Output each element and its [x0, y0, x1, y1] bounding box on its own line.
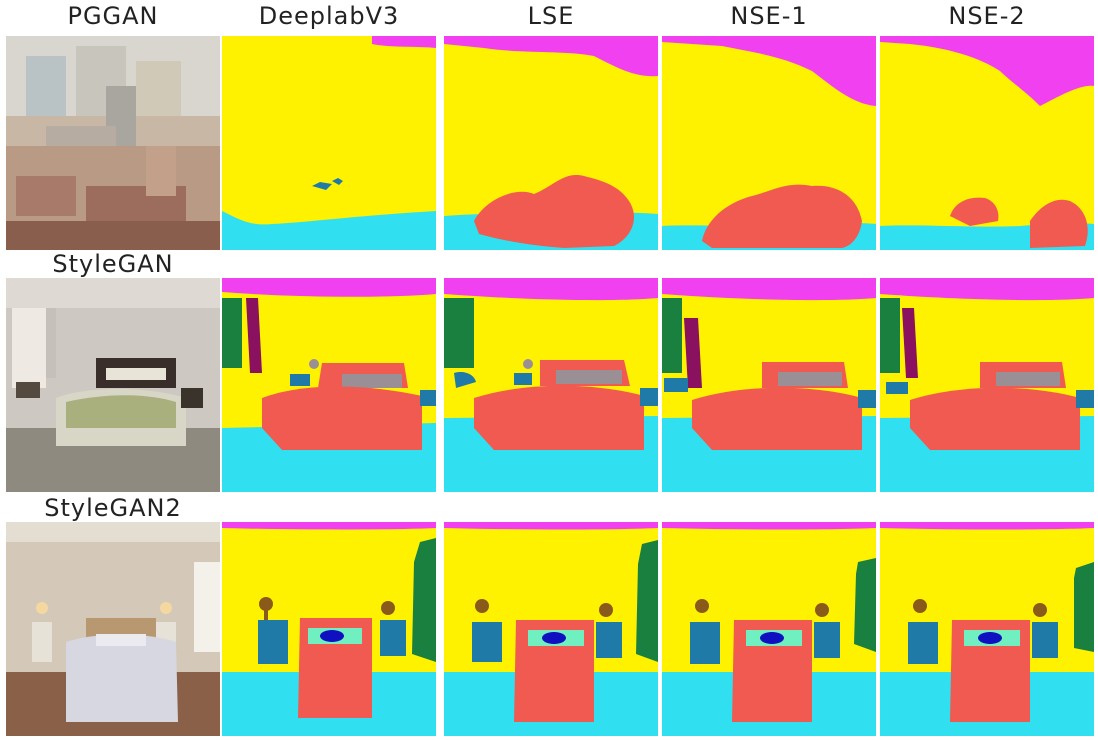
segmap-stylegan-nse-1 — [662, 278, 876, 492]
column-header-nse-2: NSE-2 — [948, 2, 1026, 30]
column-header-deeplabv3: DeeplabV3 — [258, 2, 400, 30]
segmap-stylegan2-deeplabv3 — [222, 522, 436, 736]
photo-stylegan2-bedroom — [6, 522, 220, 736]
row-label-stylegan2: StyleGAN2 — [44, 494, 182, 522]
segmap-stylegan-deeplabv3 — [222, 278, 436, 492]
segmap-pggan-lse — [444, 36, 658, 250]
segmap-stylegan2-lse — [444, 522, 658, 736]
segmap-stylegan-lse — [444, 278, 658, 492]
segmap-stylegan2-nse-1 — [662, 522, 876, 736]
segmap-stylegan2-nse-2 — [880, 522, 1094, 736]
segmap-pggan-deeplabv3 — [222, 36, 436, 250]
segmap-pggan-nse-2 — [880, 36, 1094, 250]
column-header-lse: LSE — [527, 2, 575, 30]
segmap-pggan-nse-1 — [662, 36, 876, 250]
row-label-stylegan: StyleGAN — [52, 250, 174, 278]
column-header-pggan: PGGAN — [67, 2, 159, 30]
photo-stylegan-bedroom — [6, 278, 220, 492]
photo-pggan-room — [6, 36, 220, 250]
segmap-stylegan-nse-2 — [880, 278, 1094, 492]
column-header-nse-1: NSE-1 — [730, 2, 808, 30]
